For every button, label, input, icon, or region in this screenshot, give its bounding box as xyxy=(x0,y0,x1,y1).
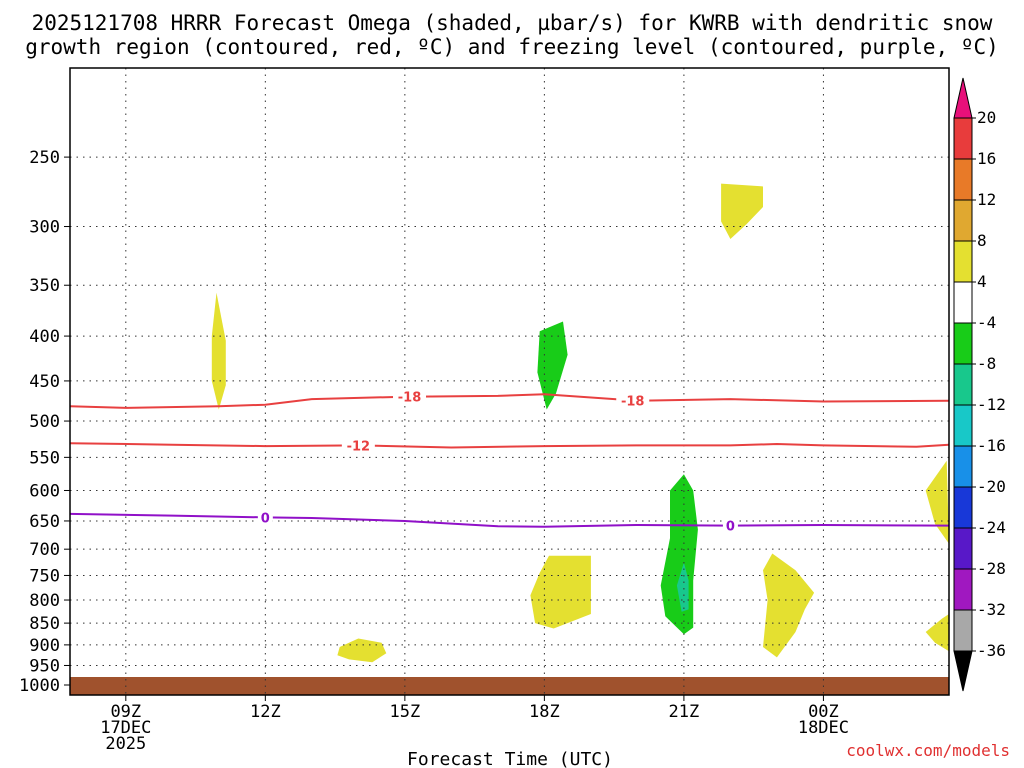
x-tick-label-3-0: 18Z xyxy=(529,702,560,722)
colorbar-cell-11 xyxy=(953,568,973,611)
colorbar-label-6: -8 xyxy=(977,354,996,373)
ground-surface xyxy=(70,677,949,695)
omega-region-5 xyxy=(763,553,815,658)
y-tick-label-400: 400 xyxy=(29,327,60,347)
y-tick-label-650: 650 xyxy=(29,512,60,532)
colorbar-bottom-arrow xyxy=(953,650,973,692)
contour-line-2 xyxy=(70,512,949,528)
x-tick-label-2-0: 15Z xyxy=(389,702,420,722)
y-tick-label-350: 350 xyxy=(29,276,60,296)
dotted-grid xyxy=(70,68,949,695)
colorbar-cell-1 xyxy=(953,158,973,201)
omega-region-2 xyxy=(721,183,763,239)
colorbar-cell-12 xyxy=(953,609,973,652)
colorbar-cell-6 xyxy=(953,363,973,406)
x-tick-label-0-0: 09Z xyxy=(110,702,141,722)
contour-label-bg-1-0 xyxy=(341,437,375,454)
contour-label-bg-2-1 xyxy=(722,517,738,534)
contour-label-bg-2-0 xyxy=(257,509,273,526)
colorbar-cell-2 xyxy=(953,199,973,242)
plot-frame xyxy=(69,67,950,696)
colorbar-cell-5 xyxy=(953,322,973,365)
colorbar-label-4: 4 xyxy=(977,272,987,291)
colorbar-cell-8 xyxy=(953,445,973,488)
chart-title: 2025121708 HRRR Forecast Omega (shaded, … xyxy=(25,11,999,59)
omega-region-3 xyxy=(337,638,387,663)
colorbar-cell-7 xyxy=(953,404,973,447)
x-tick-label-1-0: 12Z xyxy=(250,702,281,722)
contour-label-2-0: 0 xyxy=(261,511,270,526)
colorbar-cell-0 xyxy=(953,117,973,160)
colorbar-label-13: -36 xyxy=(977,641,1006,660)
omega-region-9 xyxy=(660,474,698,635)
credit-link[interactable]: coolwx.com/models xyxy=(846,741,1010,760)
colorbar-label-10: -24 xyxy=(977,518,1006,537)
y-tick-label-850: 850 xyxy=(29,614,60,634)
colorbar-label-12: -32 xyxy=(977,600,1006,619)
y-tick-label-600: 600 xyxy=(29,481,60,501)
colorbar-cell-9 xyxy=(953,486,973,529)
x-tick-label-5-1: 18DEC xyxy=(798,718,849,738)
omega-region-7 xyxy=(925,614,949,652)
y-tick-label-1000: 1000 xyxy=(19,676,60,696)
y-tick-label-950: 950 xyxy=(29,656,60,676)
omega-region-4 xyxy=(530,555,591,629)
colorbar-label-9: -20 xyxy=(977,477,1006,496)
pressure-axis: 2503003504004505005506006507007508008509… xyxy=(19,148,70,696)
x-tick-label-5-0: 00Z xyxy=(808,702,839,722)
contour-label-0-0: -18 xyxy=(398,391,422,406)
colorbar-label-7: -12 xyxy=(977,395,1006,414)
y-tick-label-700: 700 xyxy=(29,540,60,560)
colorbar-label-8: -16 xyxy=(977,436,1006,455)
temperature-contours: -18 -18 -12 0 0 xyxy=(70,388,949,535)
y-tick-label-250: 250 xyxy=(29,148,60,168)
x-tick-label-4-0: 21Z xyxy=(669,702,700,722)
colorbar-label-0: 20 xyxy=(977,108,996,127)
omega-region-10 xyxy=(676,562,689,612)
y-tick-label-750: 750 xyxy=(29,566,60,586)
y-tick-label-450: 450 xyxy=(29,372,60,392)
colorbar-cell-10 xyxy=(953,527,973,570)
y-tick-label-550: 550 xyxy=(29,448,60,468)
contour-label-1-0: -12 xyxy=(347,439,371,454)
contour-line-1 xyxy=(70,442,949,449)
contour-label-bg-0-1 xyxy=(616,392,650,409)
contour-label-2-1: 0 xyxy=(726,520,735,535)
omega-shaded-regions xyxy=(211,183,949,663)
colorbar-cell-4 xyxy=(953,281,973,324)
chart-title-line-2: growth region (contoured, red, ºC) and f… xyxy=(25,35,999,59)
colorbar-label-11: -28 xyxy=(977,559,1006,578)
y-tick-label-500: 500 xyxy=(29,412,60,432)
y-tick-label-900: 900 xyxy=(29,636,60,656)
colorbar-label-2: 12 xyxy=(977,190,996,209)
colorbar-label-5: -4 xyxy=(977,313,996,332)
chart-title-line-1: 2025121708 HRRR Forecast Omega (shaded, … xyxy=(32,11,993,35)
contour-label-0-1: -18 xyxy=(621,394,645,409)
contour-label-bg-0-0 xyxy=(393,388,427,405)
omega-colorbar: 20 16 12 8 4 -4 -8 -12 -16 -20 -24 -28 -32 -36 xyxy=(953,77,1006,692)
colorbar-top-arrow xyxy=(953,77,973,119)
contour-line-0 xyxy=(70,393,949,409)
colorbar-label-1: 16 xyxy=(977,149,996,168)
omega-region-6 xyxy=(925,460,949,544)
x-tick-label-0-2: 2025 xyxy=(105,734,146,754)
omega-region-8 xyxy=(537,321,568,410)
y-tick-label-300: 300 xyxy=(29,218,60,238)
colorbar-cell-3 xyxy=(953,240,973,283)
colorbar-label-3: 8 xyxy=(977,231,987,250)
x-axis-label: Forecast Time (UTC) xyxy=(407,749,613,768)
x-tick-label-0-1: 17DEC xyxy=(100,718,151,738)
y-tick-label-800: 800 xyxy=(29,591,60,611)
omega-region-1 xyxy=(211,292,226,410)
